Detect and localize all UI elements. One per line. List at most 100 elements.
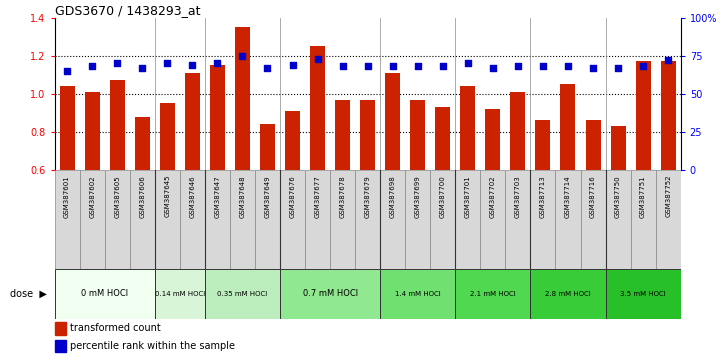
Text: 0 mM HOCl: 0 mM HOCl xyxy=(81,289,128,298)
Bar xyxy=(55,170,79,269)
Bar xyxy=(435,107,451,170)
Bar xyxy=(455,269,531,319)
Bar xyxy=(305,170,330,269)
Bar xyxy=(606,269,681,319)
Point xyxy=(111,61,123,66)
Bar xyxy=(480,170,505,269)
Point xyxy=(437,64,448,69)
Bar xyxy=(260,124,275,170)
Point xyxy=(487,65,499,71)
Point xyxy=(612,65,624,71)
Bar xyxy=(330,170,355,269)
Text: percentile rank within the sample: percentile rank within the sample xyxy=(71,341,235,351)
Text: GSM387649: GSM387649 xyxy=(264,175,271,217)
Text: GSM387714: GSM387714 xyxy=(565,175,571,217)
Bar xyxy=(455,170,480,269)
Bar xyxy=(55,340,66,352)
Bar xyxy=(230,170,255,269)
Text: GSM387699: GSM387699 xyxy=(415,175,421,218)
Text: GSM387601: GSM387601 xyxy=(64,175,70,218)
Text: 3.5 mM HOCl: 3.5 mM HOCl xyxy=(620,291,666,297)
Bar xyxy=(285,111,300,170)
Text: dose  ▶: dose ▶ xyxy=(10,289,47,299)
Bar xyxy=(486,109,500,170)
Bar xyxy=(235,27,250,170)
Bar xyxy=(636,62,651,170)
Bar xyxy=(210,65,225,170)
Bar xyxy=(385,73,400,170)
Point xyxy=(462,61,474,66)
Text: 2.1 mM HOCl: 2.1 mM HOCl xyxy=(470,291,515,297)
Text: GSM387752: GSM387752 xyxy=(665,175,671,217)
Bar xyxy=(355,170,380,269)
Text: GSM387713: GSM387713 xyxy=(540,175,546,218)
Bar xyxy=(660,62,676,170)
Point xyxy=(587,65,599,71)
Bar xyxy=(580,170,606,269)
Bar xyxy=(310,46,325,170)
Point xyxy=(387,64,398,69)
Point xyxy=(261,65,273,71)
Text: GDS3670 / 1438293_at: GDS3670 / 1438293_at xyxy=(55,4,200,17)
Point xyxy=(287,62,298,68)
Bar xyxy=(360,99,375,170)
Text: GSM387605: GSM387605 xyxy=(114,175,120,217)
Bar xyxy=(460,86,475,170)
Bar xyxy=(335,99,350,170)
Point xyxy=(537,64,549,69)
Point xyxy=(512,64,523,69)
Point xyxy=(186,62,198,68)
Bar xyxy=(185,73,200,170)
Bar xyxy=(430,170,455,269)
Bar xyxy=(585,120,601,170)
Bar xyxy=(205,269,280,319)
Bar xyxy=(380,269,455,319)
Bar xyxy=(405,170,430,269)
Point xyxy=(162,61,173,66)
Bar xyxy=(280,269,380,319)
Text: GSM387702: GSM387702 xyxy=(490,175,496,217)
Point xyxy=(212,61,223,66)
Point xyxy=(136,65,148,71)
Point xyxy=(412,64,424,69)
Bar xyxy=(280,170,305,269)
Bar xyxy=(505,170,531,269)
Bar xyxy=(110,80,124,170)
Bar xyxy=(159,103,175,170)
Bar xyxy=(561,84,576,170)
Text: 2.8 mM HOCl: 2.8 mM HOCl xyxy=(545,291,591,297)
Text: GSM387646: GSM387646 xyxy=(189,175,195,217)
Bar xyxy=(205,170,230,269)
Bar xyxy=(606,170,630,269)
Bar xyxy=(105,170,130,269)
Text: 1.4 mM HOCl: 1.4 mM HOCl xyxy=(395,291,440,297)
Bar xyxy=(79,170,105,269)
Text: GSM387677: GSM387677 xyxy=(314,175,320,218)
Text: GSM387602: GSM387602 xyxy=(89,175,95,217)
Point xyxy=(312,56,323,62)
Bar xyxy=(555,170,580,269)
Text: GSM387676: GSM387676 xyxy=(290,175,296,218)
Text: GSM387647: GSM387647 xyxy=(214,175,221,217)
Bar xyxy=(55,269,155,319)
Text: 0.7 mM HOCl: 0.7 mM HOCl xyxy=(303,289,357,298)
Bar xyxy=(155,269,205,319)
Text: GSM387750: GSM387750 xyxy=(615,175,621,217)
Point xyxy=(61,68,73,74)
Text: GSM387678: GSM387678 xyxy=(339,175,346,218)
Point xyxy=(237,53,248,58)
Point xyxy=(362,64,373,69)
Bar xyxy=(531,170,555,269)
Bar xyxy=(380,170,405,269)
Point xyxy=(662,57,674,63)
Bar xyxy=(510,92,526,170)
Bar xyxy=(531,269,606,319)
Point xyxy=(637,64,649,69)
Text: GSM387700: GSM387700 xyxy=(440,175,446,218)
Bar xyxy=(535,120,550,170)
Text: GSM387648: GSM387648 xyxy=(240,175,245,217)
Bar xyxy=(155,170,180,269)
Text: GSM387751: GSM387751 xyxy=(640,175,646,217)
Bar xyxy=(55,322,66,335)
Bar xyxy=(84,92,100,170)
